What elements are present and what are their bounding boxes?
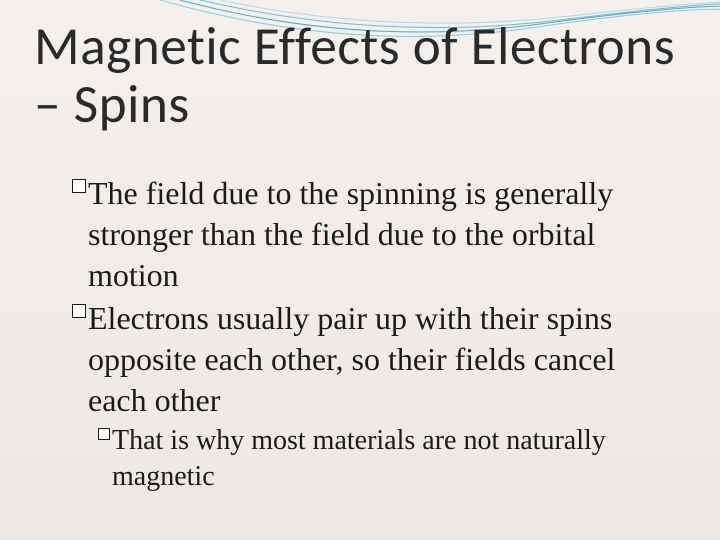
sub-list: That is why most materials are not natur… — [72, 423, 630, 495]
list-item: The field due to the spinning is general… — [72, 173, 630, 296]
square-bullet-icon — [72, 304, 86, 318]
slide-title: Magnetic Effects of Electrons – Spins — [34, 18, 690, 133]
slide-container: Magnetic Effects of Electrons – Spins Th… — [0, 0, 720, 540]
list-item: Electrons usually pair up with their spi… — [72, 298, 630, 421]
list-item-text: Electrons usually pair up with their spi… — [88, 298, 630, 421]
list-item: That is why most materials are not natur… — [98, 423, 630, 495]
square-bullet-icon — [72, 179, 86, 193]
square-bullet-icon — [98, 428, 110, 440]
slide-body: The field due to the spinning is general… — [34, 173, 690, 494]
list-item-text: The field due to the spinning is general… — [88, 173, 630, 296]
list-item-text: That is why most materials are not natur… — [112, 423, 630, 495]
